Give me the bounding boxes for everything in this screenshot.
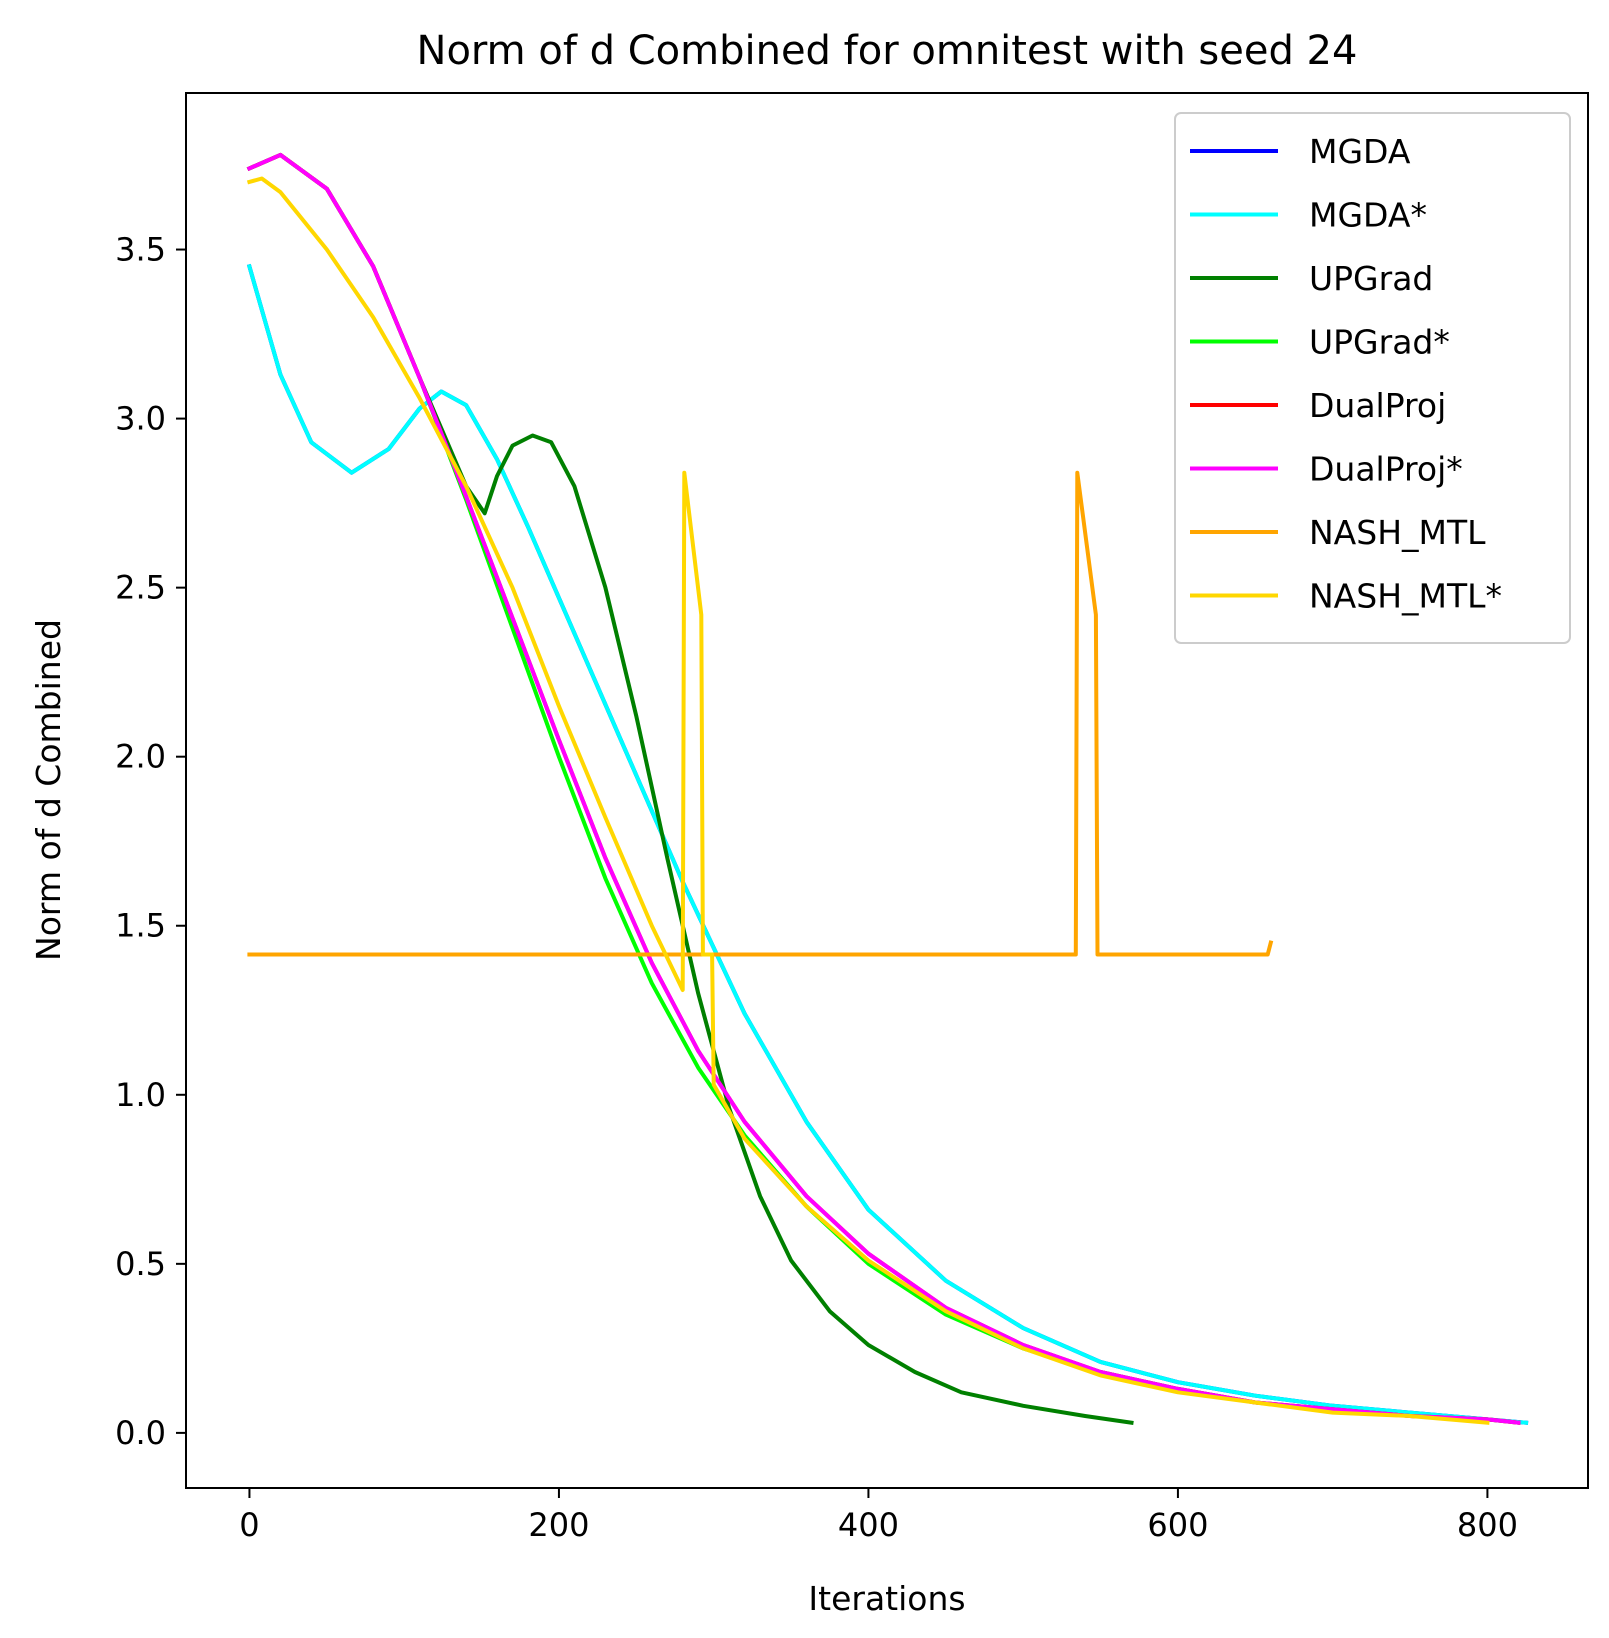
x-tick-label: 800 — [1457, 1506, 1518, 1544]
y-tick-label: 1.0 — [115, 1076, 166, 1114]
legend: MGDA MGDA* UPGrad UPGrad* DualProj DualProj* N… — [1174, 112, 1571, 644]
legend-label: NASH_MTL* — [1309, 577, 1502, 616]
y-axis-label: Norm of d Combined — [29, 619, 68, 961]
x-tick-label: 200 — [528, 1506, 589, 1544]
legend-box — [1174, 112, 1571, 644]
y-tick-label: 2.0 — [115, 738, 166, 776]
series-line-nash-mtlstar — [246, 176, 1490, 1425]
x-tick-label: 600 — [1147, 1506, 1208, 1544]
legend-label: UPGrad* — [1309, 323, 1450, 362]
y-tick-label: 0.0 — [115, 1414, 166, 1452]
y-tick-label: 3.0 — [115, 400, 166, 438]
y-tick-label: 2.5 — [115, 569, 166, 607]
x-tick-label: 400 — [838, 1506, 899, 1544]
plot-frame — [185, 92, 1589, 1489]
legend-label: DualProj* — [1309, 450, 1463, 489]
x-tick-label: 0 — [239, 1506, 259, 1544]
legend-label: MGDA* — [1309, 196, 1427, 235]
ticks-layer: 0 200 400 600 800 0.0 0.5 1.0 1.5 2.0 2.5 3.0 3.5 — [115, 231, 1518, 1544]
x-axis-label: Iterations — [808, 1579, 965, 1618]
y-tick-label: 0.5 — [115, 1245, 166, 1283]
legend-label: DualProj — [1309, 386, 1446, 425]
y-tick-label: 1.5 — [115, 907, 166, 945]
chart-title: Norm of d Combined for omnitest with see… — [417, 28, 1358, 74]
legend-label: NASH_MTL — [1309, 513, 1486, 552]
series-layer — [246, 152, 1529, 1425]
legend-label: MGDA — [1309, 132, 1411, 171]
y-tick-label: 3.5 — [115, 231, 166, 269]
series-line-nash-mtl — [247, 470, 1274, 957]
legend-label: UPGrad — [1309, 259, 1433, 298]
